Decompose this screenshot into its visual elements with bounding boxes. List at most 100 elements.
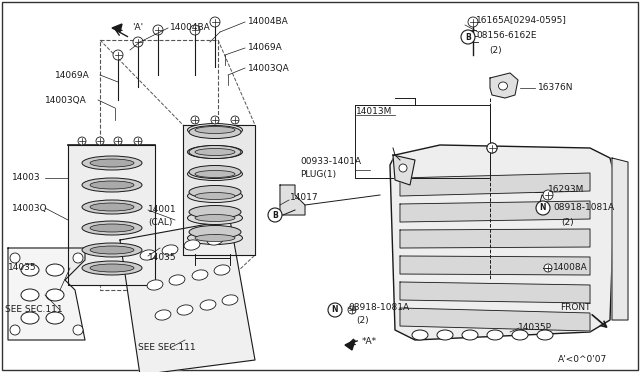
Circle shape <box>10 325 20 335</box>
Ellipse shape <box>188 231 243 244</box>
Circle shape <box>487 143 497 153</box>
Circle shape <box>96 137 104 145</box>
Ellipse shape <box>82 156 142 170</box>
Ellipse shape <box>21 312 39 324</box>
Circle shape <box>487 143 497 153</box>
Polygon shape <box>393 155 415 185</box>
Text: 14003Q: 14003Q <box>12 203 47 212</box>
Ellipse shape <box>82 200 142 214</box>
Polygon shape <box>280 185 305 215</box>
Text: (CAL): (CAL) <box>148 218 172 227</box>
Polygon shape <box>400 308 590 331</box>
Ellipse shape <box>195 126 235 134</box>
Ellipse shape <box>200 300 216 310</box>
Ellipse shape <box>195 215 235 221</box>
Text: (2): (2) <box>356 315 369 324</box>
Circle shape <box>190 25 200 35</box>
Circle shape <box>191 116 199 124</box>
Ellipse shape <box>189 145 241 158</box>
Text: 08156-6162E: 08156-6162E <box>476 32 536 41</box>
Polygon shape <box>400 229 590 248</box>
Ellipse shape <box>189 166 241 179</box>
Circle shape <box>78 137 86 145</box>
Ellipse shape <box>155 310 171 320</box>
Circle shape <box>268 208 282 222</box>
Circle shape <box>73 253 83 263</box>
Text: (2): (2) <box>489 45 502 55</box>
Text: 14008A: 14008A <box>553 263 588 273</box>
Ellipse shape <box>46 289 64 301</box>
Ellipse shape <box>195 170 235 177</box>
Ellipse shape <box>177 305 193 315</box>
Ellipse shape <box>195 148 235 155</box>
Polygon shape <box>112 24 122 32</box>
Circle shape <box>134 137 142 145</box>
Ellipse shape <box>189 205 241 218</box>
Text: 16293M: 16293M <box>548 186 584 195</box>
Text: N: N <box>540 203 547 212</box>
Text: (2): (2) <box>561 218 573 227</box>
Text: 14013M: 14013M <box>356 108 392 116</box>
Ellipse shape <box>90 203 134 211</box>
Text: 14004BA: 14004BA <box>248 17 289 26</box>
Text: 14017: 14017 <box>290 193 319 202</box>
Text: 00933-1401A: 00933-1401A <box>300 157 361 167</box>
Ellipse shape <box>188 124 243 137</box>
Ellipse shape <box>90 224 134 232</box>
Ellipse shape <box>192 270 208 280</box>
Ellipse shape <box>90 264 134 272</box>
Ellipse shape <box>487 330 503 340</box>
Ellipse shape <box>169 275 185 285</box>
Text: 14035: 14035 <box>148 253 177 263</box>
Text: 16376N: 16376N <box>538 83 573 93</box>
Ellipse shape <box>188 212 243 224</box>
Circle shape <box>211 116 219 124</box>
Circle shape <box>231 116 239 124</box>
Text: B: B <box>272 211 278 219</box>
Text: A'<0^0'07: A'<0^0'07 <box>558 356 607 365</box>
Ellipse shape <box>195 234 235 241</box>
Circle shape <box>153 25 163 35</box>
Polygon shape <box>390 145 615 340</box>
Ellipse shape <box>207 235 223 245</box>
Polygon shape <box>400 173 590 196</box>
Circle shape <box>133 37 143 47</box>
Text: 14003QA: 14003QA <box>248 64 290 73</box>
Text: 16165A[0294-0595]: 16165A[0294-0595] <box>476 16 567 25</box>
Ellipse shape <box>90 159 134 167</box>
Circle shape <box>348 306 356 314</box>
Ellipse shape <box>82 178 142 192</box>
Ellipse shape <box>188 167 243 180</box>
Text: 14035: 14035 <box>8 263 36 273</box>
Ellipse shape <box>188 145 243 158</box>
Ellipse shape <box>21 289 39 301</box>
Circle shape <box>543 190 553 200</box>
Ellipse shape <box>147 280 163 290</box>
Ellipse shape <box>189 186 241 199</box>
Ellipse shape <box>46 264 64 276</box>
Ellipse shape <box>82 243 142 257</box>
Polygon shape <box>612 158 628 320</box>
Ellipse shape <box>214 265 230 275</box>
Circle shape <box>113 50 123 60</box>
Text: PLUG(1): PLUG(1) <box>300 170 336 179</box>
Polygon shape <box>68 145 155 285</box>
Ellipse shape <box>162 245 178 255</box>
Text: 14069A: 14069A <box>55 71 90 80</box>
Polygon shape <box>400 256 590 275</box>
Circle shape <box>461 30 475 44</box>
Text: N: N <box>332 305 339 314</box>
Text: 08918-1081A: 08918-1081A <box>348 304 409 312</box>
Circle shape <box>544 264 552 272</box>
Text: SEE SEC.111: SEE SEC.111 <box>138 343 196 353</box>
Polygon shape <box>120 220 255 372</box>
Text: 14001: 14001 <box>148 205 177 215</box>
Circle shape <box>468 17 478 27</box>
Circle shape <box>114 137 122 145</box>
Ellipse shape <box>82 221 142 235</box>
Ellipse shape <box>537 330 553 340</box>
Polygon shape <box>345 340 355 350</box>
Circle shape <box>10 253 20 263</box>
Circle shape <box>210 17 220 27</box>
Ellipse shape <box>195 192 235 199</box>
